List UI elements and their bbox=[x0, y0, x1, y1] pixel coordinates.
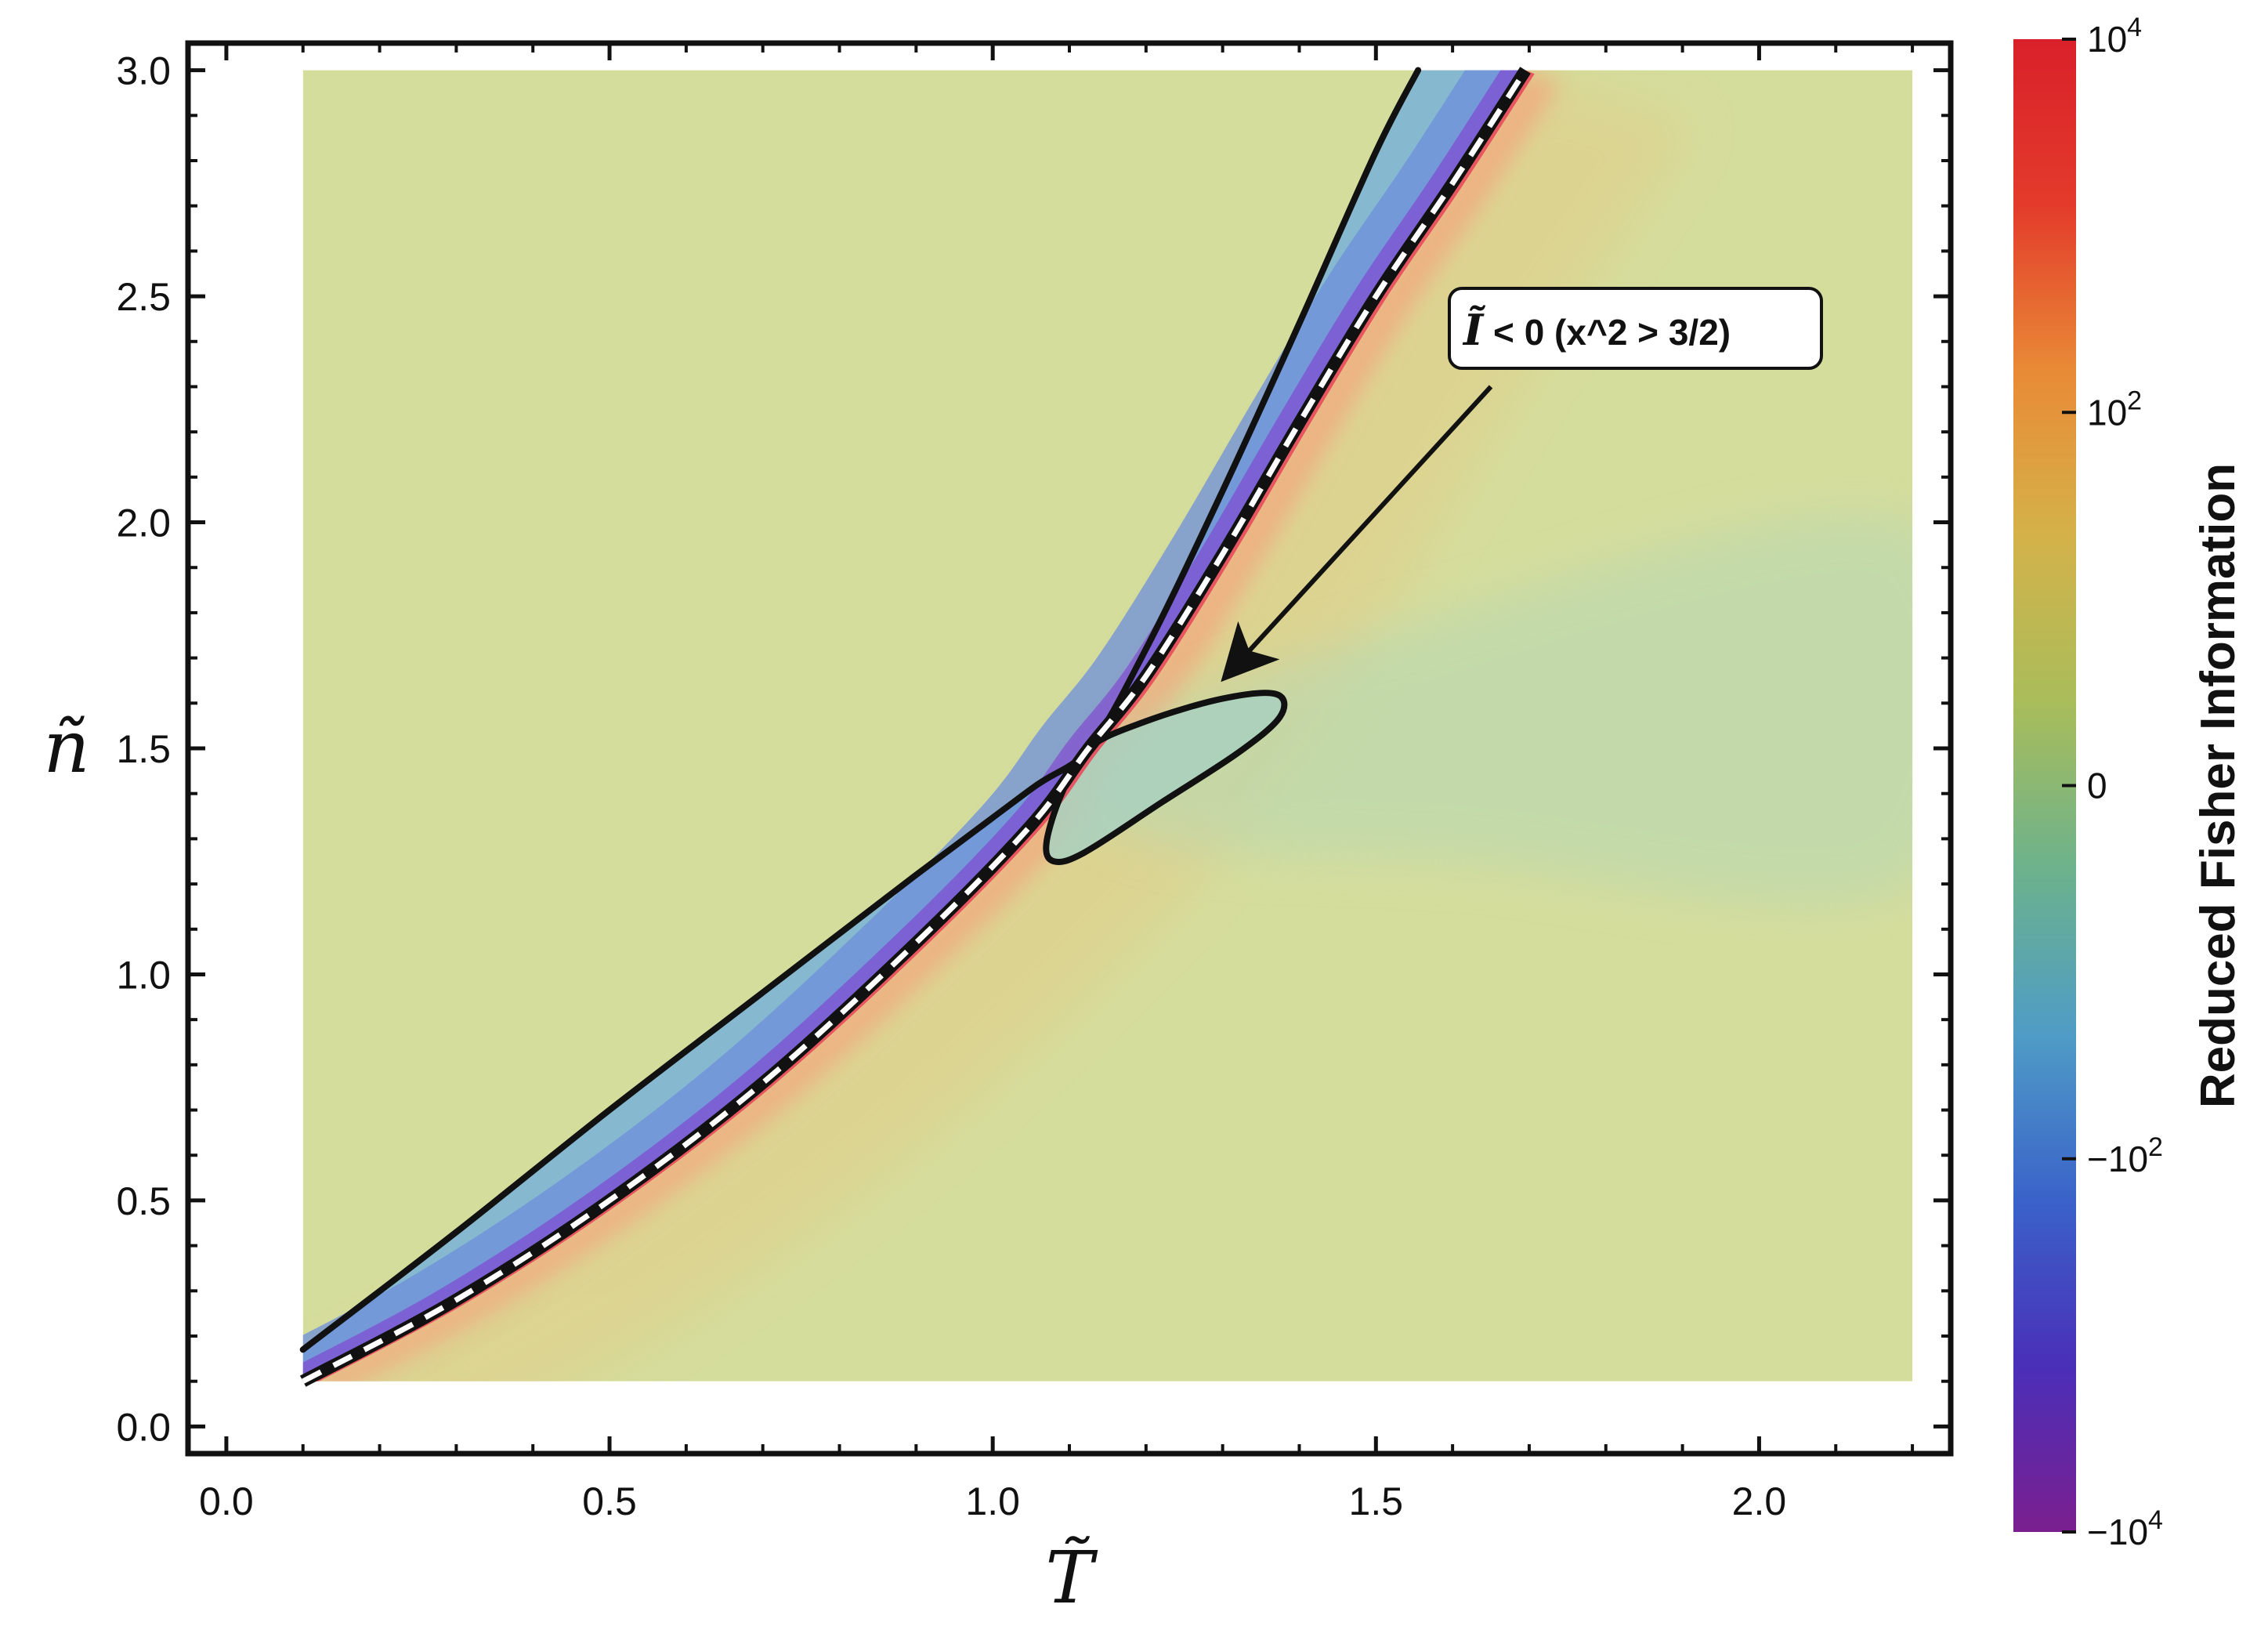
colorbar-tick-label: 104 bbox=[2087, 13, 2142, 60]
colorbar-tick-label: 102 bbox=[2087, 386, 2142, 433]
colorbar-tick-label: −102 bbox=[2087, 1132, 2163, 1179]
annotation-label: Ĩ < 0 (x^2 > 3/2) bbox=[1462, 305, 1731, 355]
y-tick-label: 2.0 bbox=[116, 502, 171, 545]
x-tick-label: 2.0 bbox=[1732, 1479, 1787, 1523]
colorbar-ticks bbox=[2062, 38, 2076, 1534]
x-axis-title: T̃ bbox=[1045, 1536, 1098, 1620]
annotation-symbol: Ĩ bbox=[1462, 305, 1486, 355]
y-tick-label: 2.5 bbox=[116, 275, 171, 319]
x-tick-label: 1.0 bbox=[965, 1479, 1020, 1523]
cool-glow bbox=[1087, 513, 1913, 906]
x-tick-label: 0.5 bbox=[582, 1479, 637, 1523]
y-tick-label: 3.0 bbox=[116, 49, 171, 93]
y-tick-label: 0.0 bbox=[116, 1405, 171, 1449]
annotation-box bbox=[1448, 287, 1823, 370]
colorbar-tick-label: 0 bbox=[2087, 766, 2107, 806]
negative-band-mid bbox=[302, 70, 1501, 1363]
tick-marks bbox=[188, 43, 1951, 1454]
x-tick-label: 0.0 bbox=[199, 1479, 254, 1523]
annotation-arrow bbox=[1221, 385, 1493, 683]
y-tick-label: 0.5 bbox=[116, 1179, 171, 1223]
y-tick-label: 1.0 bbox=[116, 953, 171, 997]
curves bbox=[299, 67, 1531, 1387]
spinodal-curve-dash bbox=[302, 68, 1528, 1384]
negative-region-loop bbox=[1046, 693, 1285, 863]
colorbar: 104 102 0 −102 −104 Reduced Fisher Informati… bbox=[2013, 13, 2245, 1552]
x-tick-label: 1.5 bbox=[1349, 1479, 1404, 1523]
colorbar-labels: 104 102 0 −102 −104 bbox=[2087, 13, 2163, 1552]
annotation: Ĩ < 0 (x^2 > 3/2) bbox=[1221, 287, 1823, 683]
colorbar-title: Reduced Fisher Information bbox=[2191, 463, 2245, 1108]
tick-labels: 0.0 0.5 1.0 1.5 2.0 0.0 0.5 1.0 1.5 2.0 2.5 3.0 bbox=[116, 49, 1786, 1523]
colorbar-tick-label: −104 bbox=[2087, 1505, 2163, 1552]
annotation-condition: < 0 (x^2 > 3/2) bbox=[1483, 312, 1731, 353]
y-axis-title: ñ bbox=[43, 705, 89, 789]
negative-fisher-loop bbox=[1043, 690, 1288, 865]
binodal-curve bbox=[299, 67, 1422, 1353]
heatmap-region bbox=[302, 70, 1913, 1382]
y-tick-label: 1.5 bbox=[116, 727, 171, 771]
